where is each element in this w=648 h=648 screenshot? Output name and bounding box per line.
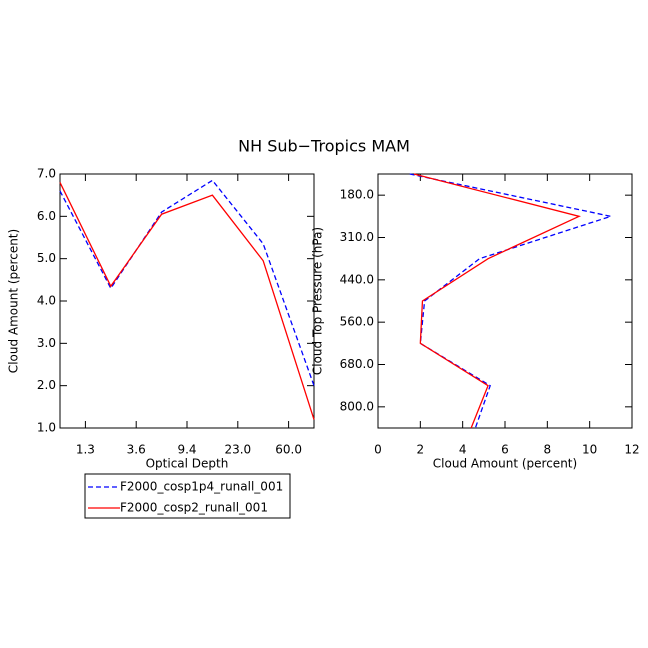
x-tick-label: 0 — [374, 443, 382, 457]
y-tick-label: 4.0 — [37, 294, 56, 308]
series-line — [409, 173, 614, 429]
x-tick-label: 9.4 — [177, 443, 196, 457]
x-tick-label: 1.3 — [76, 443, 95, 457]
x-tick-label: 60.0 — [275, 443, 302, 457]
x-tick-label: 3.6 — [127, 443, 146, 457]
x-tick-label: 10 — [582, 443, 597, 457]
y-tick-label: 2.0 — [37, 378, 56, 392]
y-tick-label: 560.0 — [340, 315, 374, 329]
x-tick-label: 8 — [544, 443, 552, 457]
series-line — [59, 179, 315, 386]
x-tick-label: 4 — [459, 443, 467, 457]
legend-box — [84, 473, 291, 519]
y-tick-label: 3.0 — [37, 336, 56, 350]
y-tick-label: 310.0 — [340, 230, 374, 244]
legend-label: F2000_cosp1p4_runall_001 — [120, 480, 283, 494]
x-axis-label: Optical Depth — [146, 457, 229, 471]
chart-title: NH Sub−Tropics MAM — [238, 137, 410, 156]
y-tick-label: 7.0 — [37, 167, 56, 181]
y-tick-label: 180.0 — [340, 188, 374, 202]
y-tick-label: 6.0 — [37, 209, 56, 223]
x-tick-label: 2 — [417, 443, 425, 457]
y-axis-label: Cloud Amount (percent) — [7, 229, 21, 373]
x-tick-label: 12 — [624, 443, 639, 457]
x-tick-label: 23.0 — [224, 443, 251, 457]
x-tick-label: 6 — [501, 443, 509, 457]
y-tick-label: 800.0 — [340, 399, 374, 413]
x-axis-label: Cloud Amount (percent) — [433, 457, 577, 471]
y-tick-label: 440.0 — [340, 272, 374, 286]
y-tick-label: 1.0 — [37, 421, 56, 435]
series-line — [413, 173, 582, 429]
y-tick-label: 5.0 — [37, 251, 56, 265]
plot-frame — [377, 173, 633, 429]
legend-label: F2000_cosp2_runall_001 — [120, 501, 268, 515]
y-axis-label: Cloud Top Pressure (hPa) — [311, 227, 325, 375]
series-line — [59, 182, 315, 420]
y-tick-label: 680.0 — [340, 357, 374, 371]
